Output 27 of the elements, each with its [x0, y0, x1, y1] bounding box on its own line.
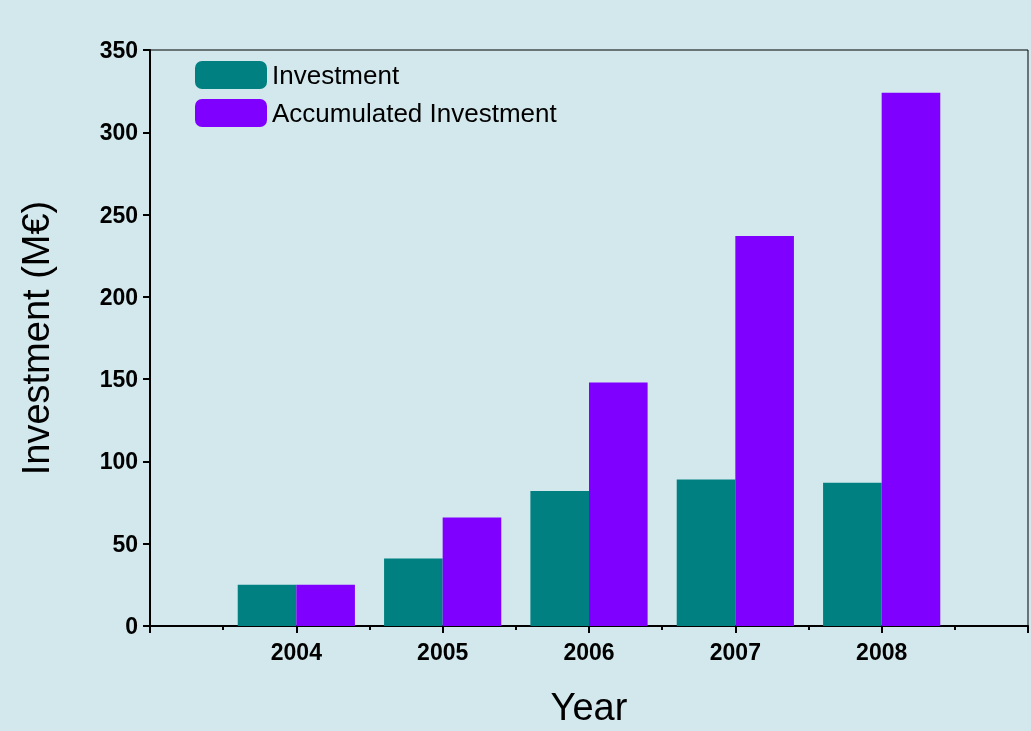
x-tick-label: 2004 [270, 638, 323, 665]
bar [384, 558, 443, 626]
bar [296, 584, 355, 626]
bar [676, 479, 736, 626]
bar [442, 517, 502, 626]
bar [530, 491, 589, 626]
y-tick-label: 200 [99, 283, 138, 310]
x-axis-title: Year [550, 686, 628, 728]
bar [823, 482, 882, 626]
bar [589, 382, 648, 626]
x-tick-label: 2007 [709, 638, 761, 665]
y-tick-label: 250 [99, 201, 138, 228]
y-tick-label: 50 [112, 530, 138, 557]
bar [735, 235, 794, 626]
y-tick-label: 100 [99, 448, 138, 475]
bar [881, 92, 941, 626]
legend-label: Investment [272, 60, 400, 90]
x-tick-label: 2008 [856, 638, 908, 665]
x-tick-label: 2005 [417, 638, 469, 665]
y-tick-label: 300 [99, 119, 138, 146]
x-tick-label: 2006 [563, 638, 615, 665]
y-tick-label: 150 [99, 366, 138, 393]
y-tick-label: 350 [99, 37, 138, 63]
legend-label: Accumulated Investment [272, 98, 558, 128]
bar [237, 584, 297, 626]
y-axis-title: Investment (M€) [15, 200, 57, 476]
y-tick-label: 0 [125, 613, 138, 639]
